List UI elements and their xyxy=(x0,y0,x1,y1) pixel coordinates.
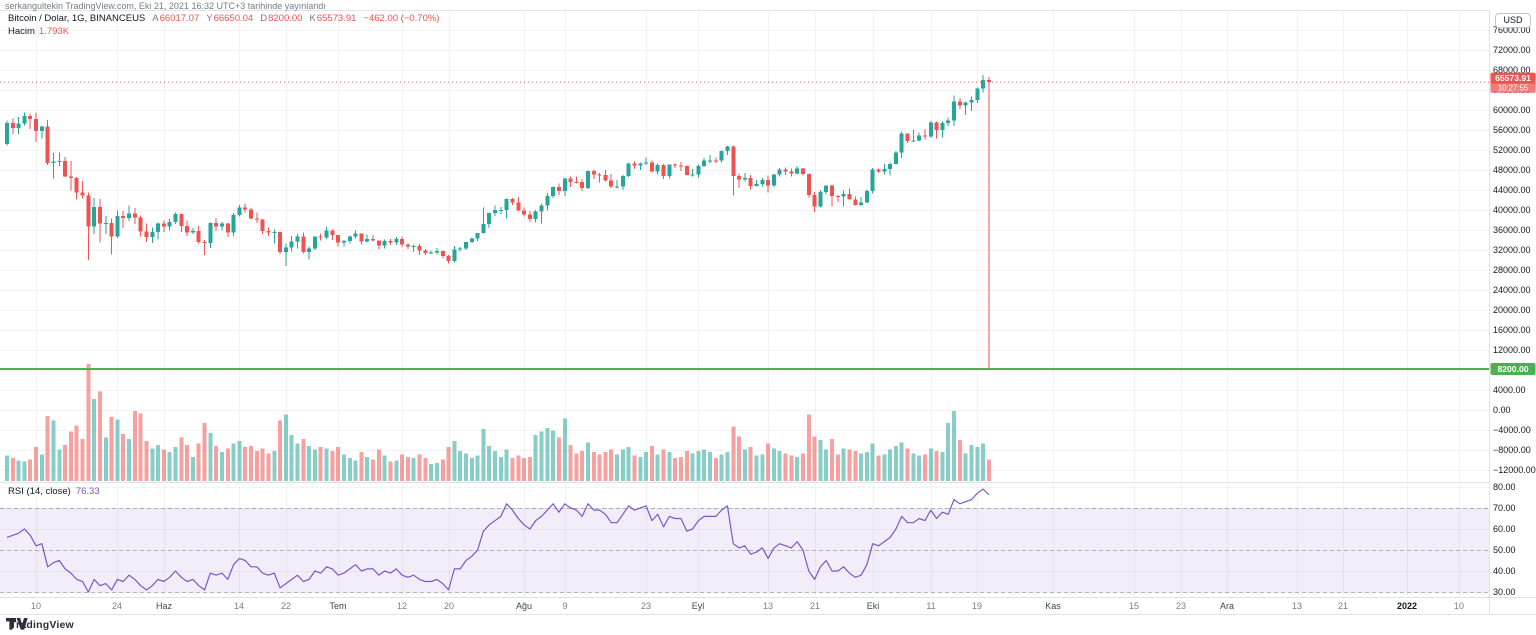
symbol-legend: Bitcoin / Dolar, 1G, BINANCEUS A66017.07 Y… xyxy=(8,13,439,24)
high-label: Y xyxy=(206,13,213,24)
high-value: 66650.04 xyxy=(213,13,254,24)
svg-text:−12000.00: −12000.00 xyxy=(1493,465,1536,475)
svg-text:Kas: Kas xyxy=(1045,601,1061,611)
svg-text:65573.91: 65573.91 xyxy=(1495,73,1531,83)
svg-text:24: 24 xyxy=(112,601,122,611)
volume-label: Hacim xyxy=(8,26,35,37)
open-label: A xyxy=(152,13,159,24)
svg-text:13: 13 xyxy=(763,601,773,611)
level-badge: 8200.00 xyxy=(1490,363,1536,375)
svg-text:15: 15 xyxy=(1129,601,1139,611)
svg-text:68000.00: 68000.00 xyxy=(1493,65,1531,75)
svg-text:70.00: 70.00 xyxy=(1493,503,1516,513)
tradingview-logo-icon xyxy=(6,618,28,630)
svg-text:Haz: Haz xyxy=(156,601,173,611)
svg-text:Ara: Ara xyxy=(1220,601,1234,611)
currency-toggle-button[interactable]: USD xyxy=(1495,13,1531,28)
svg-text:40000.00: 40000.00 xyxy=(1493,205,1531,215)
svg-text:56000.00: 56000.00 xyxy=(1493,125,1531,135)
svg-text:Ağu: Ağu xyxy=(516,601,532,611)
svg-text:11: 11 xyxy=(926,601,935,611)
svg-text:0.00: 0.00 xyxy=(1493,405,1511,415)
svg-text:Tem: Tem xyxy=(329,601,346,611)
candle-series xyxy=(5,75,991,369)
volume-series xyxy=(5,364,991,481)
svg-text:44000.00: 44000.00 xyxy=(1493,185,1531,195)
low-label: D xyxy=(260,13,268,24)
low-value: 8200.00 xyxy=(268,13,303,24)
svg-text:−8000.00: −8000.00 xyxy=(1493,445,1531,455)
symbol-title: Bitcoin / Dolar, 1G, BINANCEUS xyxy=(8,13,146,24)
svg-text:8200.00: 8200.00 xyxy=(1497,364,1528,374)
volume-legend: Hacim 1.793K xyxy=(8,26,69,37)
svg-text:12: 12 xyxy=(397,601,407,611)
svg-text:10: 10 xyxy=(1454,601,1464,611)
svg-text:12000.00: 12000.00 xyxy=(1493,345,1531,355)
svg-text:50.00: 50.00 xyxy=(1493,545,1516,555)
svg-text:40.00: 40.00 xyxy=(1493,566,1516,576)
svg-text:9: 9 xyxy=(562,601,567,611)
svg-text:24000.00: 24000.00 xyxy=(1493,285,1531,295)
svg-text:22: 22 xyxy=(281,601,291,611)
svg-text:4000.00: 4000.00 xyxy=(1493,385,1526,395)
svg-text:20000.00: 20000.00 xyxy=(1493,305,1531,315)
rsi-title: RSI (14, close) xyxy=(8,486,71,497)
svg-text:−4000.00: −4000.00 xyxy=(1493,425,1531,435)
svg-text:13: 13 xyxy=(1292,601,1302,611)
open-value: 66017.07 xyxy=(159,13,200,24)
svg-text:21: 21 xyxy=(1338,601,1348,611)
svg-text:76000.00: 76000.00 xyxy=(1493,25,1531,35)
svg-text:60000.00: 60000.00 xyxy=(1493,105,1531,115)
svg-text:14: 14 xyxy=(234,601,244,611)
svg-text:Eyl: Eyl xyxy=(692,601,705,611)
rsi-legend: RSI (14, close) 76.33 xyxy=(8,486,100,497)
svg-text:19: 19 xyxy=(972,601,982,611)
svg-text:10:27:55: 10:27:55 xyxy=(1498,84,1529,93)
svg-text:10: 10 xyxy=(31,601,41,611)
svg-text:2022: 2022 xyxy=(1397,601,1417,611)
svg-text:28000.00: 28000.00 xyxy=(1493,265,1531,275)
svg-text:36000.00: 36000.00 xyxy=(1493,225,1531,235)
svg-text:21: 21 xyxy=(810,601,820,611)
rsi-value: 76.33 xyxy=(75,486,100,497)
rsi-line xyxy=(6,488,990,593)
volume-value: 1.793K xyxy=(38,26,70,37)
close-value: 65573.91 xyxy=(316,13,357,24)
change-value: −462.00 (−0.70%) xyxy=(363,13,440,24)
svg-text:Eki: Eki xyxy=(867,601,880,611)
svg-text:23: 23 xyxy=(1176,601,1186,611)
svg-text:32000.00: 32000.00 xyxy=(1493,245,1531,255)
pane-separators xyxy=(0,10,1536,483)
svg-text:60.00: 60.00 xyxy=(1493,524,1516,534)
svg-text:23: 23 xyxy=(641,601,651,611)
svg-text:30.00: 30.00 xyxy=(1493,587,1516,597)
svg-text:48000.00: 48000.00 xyxy=(1493,165,1531,175)
time-scale[interactable]: 10 24 Haz 14 22 Tem 12 20 Ağu 9 23 Eyl 13 21 Eki 11 19 Ka… xyxy=(31,601,1464,611)
svg-text:16000.00: 16000.00 xyxy=(1493,325,1531,335)
footer-brand[interactable]: TradingView xyxy=(6,617,74,632)
svg-text:80.00: 80.00 xyxy=(1493,482,1516,492)
publish-note: serkangultekin TradingView.com, Eki 21, … xyxy=(5,1,326,11)
svg-text:72000.00: 72000.00 xyxy=(1493,45,1531,55)
rsi-band xyxy=(0,508,1489,593)
svg-text:52000.00: 52000.00 xyxy=(1493,145,1531,155)
close-label: K xyxy=(309,13,316,24)
svg-text:20: 20 xyxy=(444,601,454,611)
